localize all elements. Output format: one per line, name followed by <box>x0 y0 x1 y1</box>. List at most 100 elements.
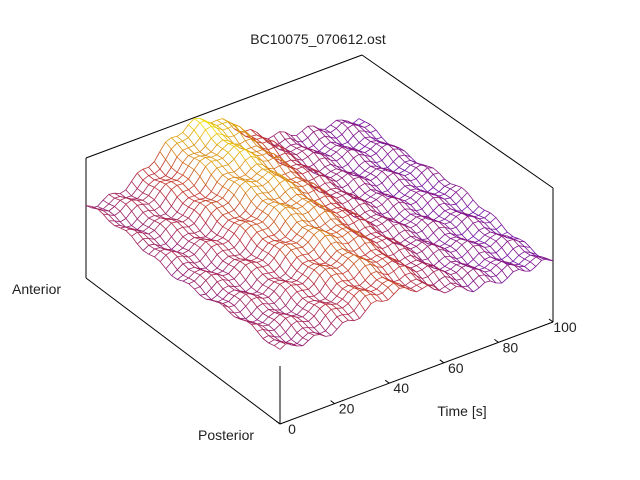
mesh-line <box>222 292 229 300</box>
mesh-line <box>319 175 326 184</box>
mesh-line <box>478 274 485 276</box>
mesh-line <box>194 237 201 240</box>
mesh-line <box>358 192 366 199</box>
mesh-line <box>290 144 297 149</box>
mesh-line <box>336 165 343 171</box>
mesh-line <box>456 263 462 265</box>
mesh-line <box>444 234 451 239</box>
mesh-line <box>381 194 388 196</box>
mesh-line <box>319 262 326 265</box>
mesh-line <box>456 211 462 214</box>
mesh-line <box>256 137 263 140</box>
mesh-line <box>376 199 383 205</box>
mesh-line <box>444 250 451 257</box>
mesh-line <box>114 210 121 216</box>
mesh-line <box>120 226 126 229</box>
mesh-line <box>518 266 525 272</box>
mesh-line <box>404 178 411 186</box>
mesh-line <box>342 214 349 219</box>
mesh-line <box>410 262 417 266</box>
mesh-line <box>444 183 451 187</box>
mesh-line <box>273 171 280 175</box>
mesh-line <box>347 295 355 304</box>
mesh-line <box>347 192 354 198</box>
mesh-line <box>279 159 286 166</box>
mesh-line <box>296 208 303 215</box>
mesh-line <box>262 236 269 240</box>
mesh-line <box>433 271 440 281</box>
mesh-line <box>296 158 303 161</box>
mesh-line <box>273 135 280 144</box>
mesh-line <box>273 182 280 190</box>
mesh-line <box>415 201 423 210</box>
mesh-line <box>421 216 428 220</box>
mesh-line <box>364 160 371 167</box>
mesh-line <box>154 256 161 262</box>
mesh-line <box>432 220 440 228</box>
mesh-line <box>347 310 355 315</box>
mesh-line <box>347 148 354 152</box>
mesh-line <box>324 163 331 168</box>
mesh-line <box>194 230 201 234</box>
mesh-line <box>279 173 286 180</box>
mesh-line <box>273 234 280 241</box>
mesh-line <box>239 305 246 313</box>
mesh-line <box>268 281 275 288</box>
mesh-line <box>125 189 132 197</box>
mesh-line <box>274 339 281 342</box>
mesh-line <box>188 197 195 202</box>
mesh-line <box>251 324 258 332</box>
mesh-line <box>194 262 201 269</box>
mesh-line <box>450 188 457 193</box>
mesh-line <box>245 210 252 217</box>
mesh-line <box>324 205 332 211</box>
mesh-line <box>176 132 183 137</box>
mesh-line <box>137 231 144 234</box>
mesh-line <box>376 226 383 234</box>
mesh-line <box>273 201 280 205</box>
mesh-line <box>319 191 326 194</box>
mesh-line <box>216 127 223 135</box>
mesh-line <box>347 243 355 252</box>
mesh-line <box>347 232 355 240</box>
mesh-line <box>250 151 258 159</box>
mesh-line <box>319 268 326 276</box>
mesh-line <box>450 245 457 251</box>
mesh-line <box>342 248 349 253</box>
mesh-line <box>302 273 309 279</box>
mesh-line <box>291 247 297 251</box>
mesh-line <box>279 145 286 150</box>
mesh-line <box>274 312 281 315</box>
mesh-line <box>313 125 320 131</box>
mesh-line <box>318 145 326 152</box>
mesh-line <box>490 240 497 247</box>
mesh-line <box>456 264 463 268</box>
mesh-line <box>176 196 184 204</box>
mesh-line <box>222 206 229 214</box>
mesh-line <box>228 264 235 268</box>
mesh-line <box>210 138 218 146</box>
mesh-line <box>444 256 451 263</box>
mesh-line <box>342 227 349 229</box>
mesh-line <box>353 278 360 286</box>
mesh-line <box>177 279 184 282</box>
mesh-line <box>450 282 457 287</box>
mesh-line <box>410 201 417 206</box>
mesh-line <box>256 185 263 194</box>
mesh-line <box>290 233 298 241</box>
mesh-line <box>267 135 274 140</box>
mesh-line <box>199 192 206 199</box>
mesh-line <box>341 164 349 169</box>
mesh-line <box>342 224 349 228</box>
mesh-line <box>336 170 343 175</box>
mesh-line <box>347 124 354 129</box>
mesh-line <box>410 180 417 188</box>
mesh-line <box>347 157 354 165</box>
mesh-line <box>410 213 417 218</box>
mesh-line <box>347 201 354 210</box>
mesh-line <box>353 118 360 124</box>
mesh-line <box>330 159 337 162</box>
mesh-line <box>455 191 462 199</box>
mesh-line <box>325 231 332 236</box>
mesh-line <box>148 226 155 231</box>
